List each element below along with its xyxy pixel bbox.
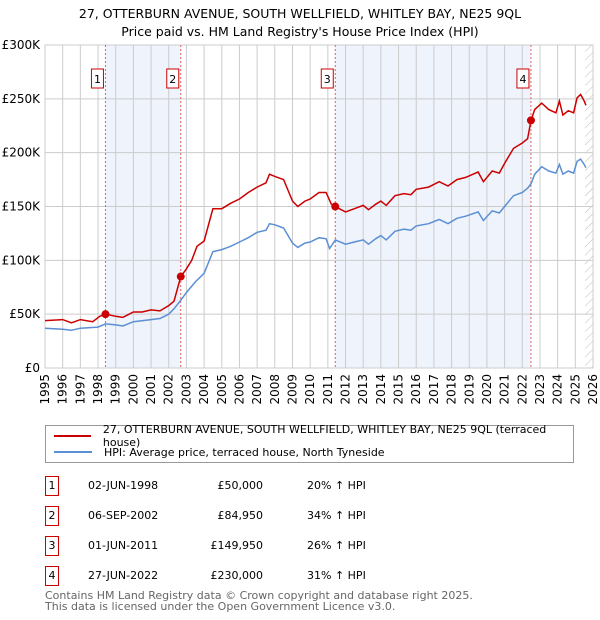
footer-licence: This data is licensed under the Open Gov… bbox=[45, 600, 396, 613]
x-tick-label: 2026 bbox=[586, 374, 600, 405]
x-tick-label: 2020 bbox=[480, 374, 494, 405]
price-chart: 1995 1996 1997 1998 1999 2000 2001 2002 2003 2004… bbox=[2, 38, 600, 405]
x-tick-label: 2003 bbox=[179, 374, 193, 405]
transaction-row: 3 01-JUN-2011 £149,950 26% ↑ HPI bbox=[45, 536, 545, 556]
y-tick-label: £300K bbox=[2, 38, 42, 52]
transaction-hpi-change: 31% ↑ HPI bbox=[307, 569, 366, 582]
hpi-line bbox=[44, 158, 587, 332]
sale-label-box bbox=[320, 68, 334, 89]
legend-swatch-property bbox=[54, 435, 91, 437]
sale-label: 2 bbox=[169, 73, 176, 86]
transaction-date: 02-JUN-1998 bbox=[88, 479, 159, 492]
sale-point bbox=[176, 272, 185, 281]
plot-border bbox=[44, 44, 594, 369]
x-tick-label: 1995 bbox=[38, 374, 52, 405]
x-tick-label: 2021 bbox=[498, 374, 512, 405]
sale-label-box bbox=[516, 68, 530, 89]
footer-copyright: Contains HM Land Registry data © Crown c… bbox=[45, 589, 473, 602]
legend-item-property: 27, OTTERBURN AVENUE, SOUTH WELLFIELD, W… bbox=[54, 423, 573, 449]
x-tick-label: 1999 bbox=[109, 374, 123, 405]
x-tick-label: 2009 bbox=[285, 374, 299, 405]
x-tick-label: 2024 bbox=[551, 374, 565, 405]
x-tick-label: 2011 bbox=[321, 374, 335, 405]
transaction-hpi-change: 34% ↑ HPI bbox=[307, 509, 366, 522]
transaction-price: £84,950 bbox=[217, 509, 264, 522]
x-tick-label: 2016 bbox=[409, 374, 423, 405]
transaction-date: 27-JUN-2022 bbox=[88, 569, 159, 582]
chart-title: 27, OTTERBURN AVENUE, SOUTH WELLFIELD, W… bbox=[78, 6, 522, 21]
transaction-number-badge: 2 bbox=[45, 506, 59, 526]
x-tick-label: 2022 bbox=[515, 374, 529, 405]
y-tick-label: £50K bbox=[9, 307, 41, 321]
sale-label-box bbox=[90, 68, 104, 89]
x-tick-label: 2013 bbox=[356, 374, 370, 405]
sale-label: 4 bbox=[519, 73, 526, 86]
x-tick-label: 2004 bbox=[197, 374, 211, 405]
x-tick-label: 2006 bbox=[232, 374, 246, 405]
x-tick-label: 2014 bbox=[374, 374, 388, 405]
x-tick-label: 2000 bbox=[126, 374, 140, 405]
sale-point bbox=[101, 310, 110, 319]
x-tick-label: 2019 bbox=[462, 374, 476, 405]
y-tick-label: £0 bbox=[25, 361, 40, 375]
legend-label-hpi: HPI: Average price, terraced house, Nort… bbox=[104, 445, 385, 459]
x-tick-label: 2007 bbox=[250, 374, 264, 405]
legend-label-property: 27, OTTERBURN AVENUE, SOUTH WELLFIELD, W… bbox=[102, 423, 547, 449]
chart-subtitle: Price paid vs. HM Land Registry's House … bbox=[121, 24, 479, 39]
transaction-date: 01-JUN-2011 bbox=[88, 539, 159, 552]
legend-swatch-hpi bbox=[54, 451, 92, 453]
x-tick-label: 1998 bbox=[91, 374, 105, 405]
x-tick-label: 2018 bbox=[445, 374, 459, 405]
transaction-row: 2 06-SEP-2002 £84,950 34% ↑ HPI bbox=[45, 506, 545, 526]
y-tick-label: £200K bbox=[2, 146, 42, 160]
transaction-number-badge: 4 bbox=[45, 566, 59, 586]
x-tick-label: 2017 bbox=[427, 374, 441, 405]
transaction-price: £149,950 bbox=[210, 539, 264, 552]
transaction-price: £230,000 bbox=[210, 569, 264, 582]
x-tick-label: 2012 bbox=[339, 374, 353, 405]
transaction-date: 06-SEP-2002 bbox=[88, 509, 159, 522]
sale-point bbox=[526, 116, 535, 125]
y-tick-label: £250K bbox=[2, 92, 42, 106]
y-tick-label: £150K bbox=[2, 200, 42, 214]
transaction-hpi-change: 26% ↑ HPI bbox=[307, 539, 366, 552]
x-tick-label: 2001 bbox=[144, 374, 158, 405]
x-tick-label: 2015 bbox=[392, 374, 406, 405]
x-tick-label: 2005 bbox=[215, 374, 229, 405]
sale-point bbox=[331, 202, 340, 211]
x-tick-label: 1997 bbox=[73, 374, 87, 405]
x-tick-label: 2023 bbox=[533, 374, 547, 405]
transaction-number-badge: 1 bbox=[45, 476, 59, 496]
transaction-number-badge: 3 bbox=[45, 536, 59, 556]
y-tick-label: £100K bbox=[2, 253, 42, 267]
transaction-row: 1 02-JUN-1998 £50,000 20% ↑ HPI bbox=[45, 476, 545, 496]
transaction-row: 4 27-JUN-2022 £230,000 31% ↑ HPI bbox=[45, 566, 545, 586]
transaction-hpi-change: 20% ↑ HPI bbox=[307, 479, 366, 492]
legend-item-hpi: HPI: Average price, terraced house, Nort… bbox=[54, 444, 385, 460]
x-tick-label: 2008 bbox=[268, 374, 282, 405]
x-tick-label: 1996 bbox=[56, 374, 70, 405]
x-tick-label: 2002 bbox=[162, 374, 176, 405]
x-tick-label: 2025 bbox=[568, 374, 582, 405]
x-tick-label: 2010 bbox=[303, 374, 317, 405]
sale-label: 1 bbox=[94, 73, 101, 86]
transaction-price: £50,000 bbox=[217, 479, 264, 492]
sale-label-box bbox=[166, 68, 180, 89]
legend: 27, OTTERBURN AVENUE, SOUTH WELLFIELD, W… bbox=[45, 423, 574, 463]
sale-label: 3 bbox=[324, 73, 331, 86]
